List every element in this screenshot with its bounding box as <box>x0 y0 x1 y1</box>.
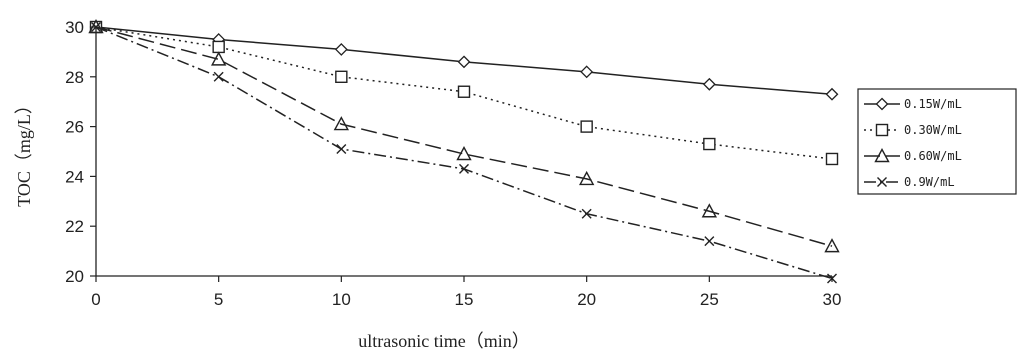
x-tick-label: 20 <box>577 290 596 309</box>
series-1-point <box>457 55 471 69</box>
y-tick-label: 24 <box>65 167 84 186</box>
series-4-point <box>336 144 347 155</box>
series-2-point <box>825 152 839 166</box>
series-4-point <box>581 208 592 219</box>
y-tick-label: 22 <box>65 217 84 236</box>
series-4-point <box>213 71 224 82</box>
y-tick-label: 30 <box>65 18 84 37</box>
series-1-point <box>580 65 594 79</box>
series-line-3 <box>95 26 833 247</box>
legend-label-1: 0.15W/mL <box>904 97 962 111</box>
legend-marker-1 <box>875 97 889 111</box>
axes: 20 22 24 26 28 30 0 5 10 15 20 25 30 <box>65 18 841 309</box>
y-tick-label: 20 <box>65 267 84 286</box>
series-2-point <box>212 40 225 54</box>
legend-label-4: 0.9W/mL <box>904 175 955 189</box>
plot-area <box>88 19 840 284</box>
legend-label-3: 0.60W/mL <box>904 149 962 163</box>
legend: 0.15W/mL 0.30W/mL 0.60W/mL 0.9W/mL <box>857 88 1017 195</box>
x-tick-label: 10 <box>332 290 351 309</box>
series-1-point <box>825 87 839 101</box>
legend-label-2: 0.30W/mL <box>904 123 962 137</box>
x-tick-label: 0 <box>91 290 100 309</box>
series-3-point <box>333 116 350 131</box>
legend-marker-4 <box>877 177 887 187</box>
y-tick-label: 28 <box>65 68 84 87</box>
series-3-point <box>701 203 718 218</box>
series-3-point <box>578 170 595 186</box>
x-tick-label: 15 <box>455 290 474 309</box>
y-tick-label: 26 <box>65 118 84 137</box>
legend-marker-2 <box>875 123 889 137</box>
series-2-point <box>703 137 716 151</box>
legend-marker-3 <box>874 148 890 163</box>
x-tick-label: 25 <box>700 290 719 309</box>
series-2-point <box>335 70 348 84</box>
series-2-point <box>457 85 471 98</box>
x-tick-label: 5 <box>214 290 223 309</box>
series-4-point <box>459 163 469 174</box>
x-axis-label: ultrasonic time（min） <box>358 331 529 351</box>
series-3-point <box>210 51 227 66</box>
series-3-point <box>456 146 472 161</box>
series-4-point <box>704 236 715 247</box>
series-3-point <box>824 238 840 253</box>
series-1-point <box>702 77 716 91</box>
y-axis-label: TOC（mg/L） <box>14 96 34 207</box>
x-tick-label: 30 <box>823 290 842 309</box>
series-2-point <box>580 120 593 133</box>
series-1-point <box>334 42 348 56</box>
